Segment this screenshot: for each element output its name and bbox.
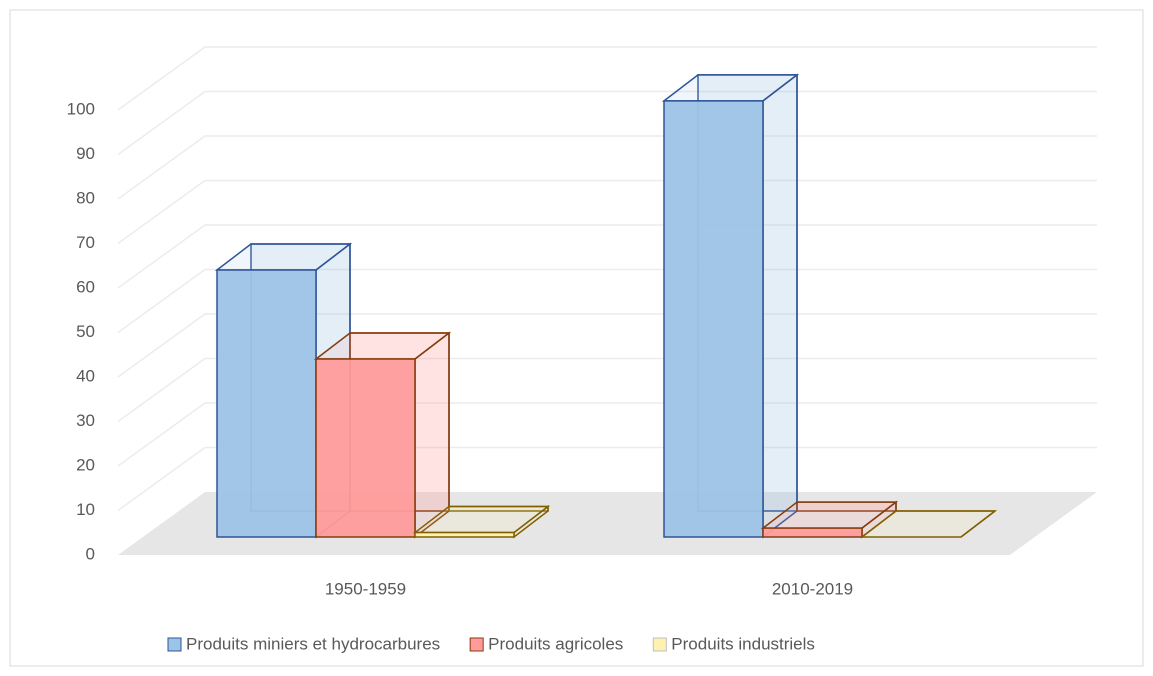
grid-line — [117, 46, 1097, 111]
bar — [315, 358, 416, 538]
grid-line — [117, 224, 1097, 289]
grid-line — [117, 402, 1097, 467]
bar-top — [859, 510, 998, 538]
bar-side — [762, 73, 798, 539]
grid-line — [117, 90, 1097, 156]
bar — [414, 531, 515, 538]
y-tick-label: 100 — [67, 99, 95, 118]
chart-frame — [9, 9, 1144, 667]
legend-label: Produits agricoles — [488, 634, 623, 653]
y-tick-label: 80 — [76, 188, 95, 207]
grid-line — [117, 135, 1097, 200]
x-tick-label: 1950-1959 — [325, 579, 406, 598]
grid-line — [117, 313, 1097, 378]
y-tick-label: 40 — [76, 366, 95, 385]
grid-line — [117, 179, 1097, 245]
bar — [762, 527, 863, 538]
bar — [663, 100, 764, 538]
legend-swatch — [469, 637, 484, 652]
grid-line — [117, 268, 1097, 334]
y-tick-label: 90 — [76, 144, 95, 163]
legend-swatch — [167, 637, 182, 652]
grid-line — [117, 446, 1097, 512]
y-tick-label: 70 — [76, 233, 95, 252]
y-tick-label: 0 — [86, 544, 95, 563]
y-tick-label: 20 — [76, 455, 95, 474]
bar-side — [414, 331, 450, 539]
x-tick-label: 2010-2019 — [772, 579, 853, 598]
legend-swatch — [652, 637, 667, 652]
grid-line — [117, 357, 1097, 423]
y-tick-label: 30 — [76, 411, 95, 430]
y-tick-label: 10 — [76, 500, 95, 519]
legend-label: Produits miniers et hydrocarbures — [186, 634, 440, 653]
y-tick-label: 50 — [76, 322, 95, 341]
y-tick-label: 60 — [76, 277, 95, 296]
bar — [216, 269, 317, 538]
legend-label: Produits industriels — [671, 634, 815, 653]
